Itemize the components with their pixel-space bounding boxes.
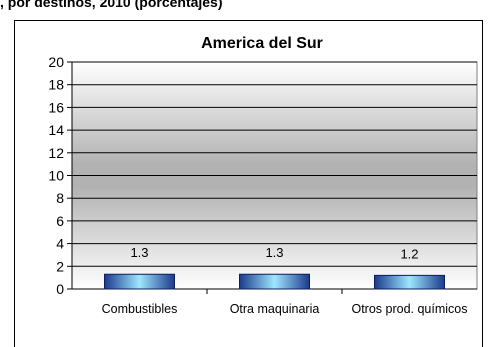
category-label: Otra maquinaria [230,302,320,316]
y-tick-label: 4 [56,236,64,252]
y-tick-label: 18 [48,77,64,93]
y-tick-label: 16 [48,99,64,115]
chart-caption: , por destinos, 2010 (porcentajes) [0,0,223,10]
y-tick-label: 2 [56,258,64,274]
y-tick-label: 0 [56,281,64,297]
bar [104,273,175,290]
category-label: Otros prod. químicos [351,302,467,316]
bar [374,274,445,290]
chart-title: America del Sur [201,35,323,52]
y-tick-label: 10 [48,168,64,184]
y-tick-label: 6 [56,213,64,229]
data-label: 1.3 [265,245,283,260]
category-label: Combustibles [102,302,178,316]
y-tick-label: 20 [48,54,64,70]
data-label: 1.3 [130,245,148,260]
y-tick-label: 14 [48,122,64,138]
bar [239,273,310,290]
y-tick-label: 8 [56,190,64,206]
y-tick-label: 12 [48,145,64,161]
data-label: 1.2 [400,246,418,261]
